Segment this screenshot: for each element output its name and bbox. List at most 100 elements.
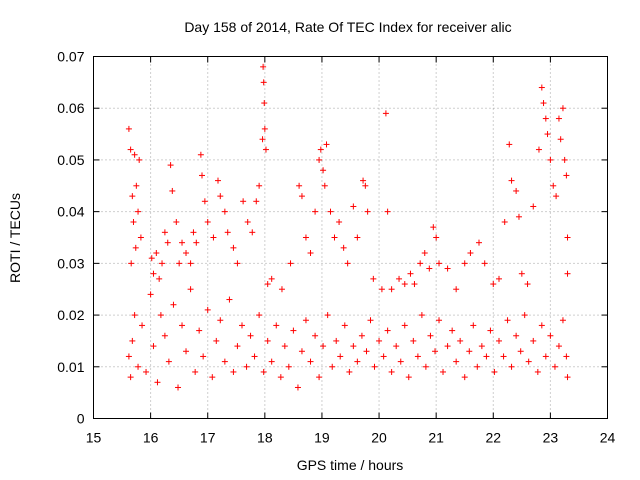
data-point-marker	[139, 322, 146, 329]
x-axis-label: GPS time / hours	[297, 457, 404, 473]
data-point-marker	[344, 260, 351, 267]
data-point-marker	[327, 208, 334, 215]
data-point-marker	[147, 291, 154, 298]
data-point-marker	[540, 100, 547, 107]
data-point-marker	[544, 131, 551, 138]
data-point-marker	[401, 281, 408, 288]
y-tick-label: 0.07	[57, 49, 84, 65]
data-point-marker	[329, 363, 336, 370]
data-point-marker	[397, 358, 404, 365]
data-point-marker	[422, 363, 429, 370]
data-point-marker	[500, 353, 507, 360]
data-point-marker	[476, 239, 482, 246]
data-point-marker	[354, 358, 361, 365]
data-point-marker	[564, 374, 571, 381]
data-point-marker	[490, 281, 497, 288]
data-point-marker	[170, 301, 177, 308]
data-point-marker	[470, 322, 477, 329]
data-point-marker	[521, 312, 528, 319]
data-point-marker	[491, 368, 498, 375]
plot-frame	[93, 56, 608, 419]
data-point-marker	[128, 260, 135, 267]
data-point-marker	[367, 317, 374, 324]
y-tick-label: 0	[77, 411, 85, 427]
data-point-marker	[161, 332, 168, 339]
data-point-marker	[426, 265, 433, 272]
grid-lines	[93, 56, 608, 419]
data-point-marker	[410, 337, 417, 344]
data-point-marker	[331, 234, 338, 241]
data-point-marker	[173, 218, 180, 225]
data-point-marker	[135, 208, 142, 215]
y-axis-label: ROTI / TECUs	[7, 193, 23, 283]
data-point-marker	[427, 332, 434, 339]
data-point-marker	[508, 177, 515, 184]
data-point-marker	[430, 224, 437, 231]
data-point-marker	[143, 368, 150, 375]
data-point-marker	[153, 250, 160, 257]
data-point-marker	[161, 229, 168, 236]
x-tick-label: 15	[86, 430, 102, 446]
data-point-marker	[547, 332, 554, 339]
data-point-marker	[261, 125, 268, 132]
data-point-marker	[530, 337, 537, 344]
data-point-marker	[384, 208, 391, 215]
data-point-marker	[341, 322, 348, 329]
data-point-marker	[538, 322, 545, 329]
data-point-marker	[127, 374, 134, 381]
data-point-marker	[553, 193, 560, 200]
data-point-marker	[444, 343, 451, 350]
data-point-marker	[260, 79, 267, 86]
data-point-marker	[200, 353, 207, 360]
data-point-marker	[273, 322, 280, 329]
data-point-marker	[210, 234, 217, 241]
data-point-marker	[244, 218, 251, 225]
data-point-marker	[495, 275, 502, 282]
data-point-marker	[187, 260, 194, 267]
data-point-marker	[197, 151, 204, 158]
data-point-marker	[564, 234, 571, 241]
data-point-marker	[179, 239, 186, 246]
data-point-marker	[378, 286, 385, 293]
data-point-marker	[312, 332, 319, 339]
data-point-marker	[466, 348, 473, 355]
data-point-marker	[467, 250, 474, 257]
data-point-marker	[125, 125, 132, 132]
x-tick-label: 23	[543, 430, 559, 446]
data-point-marker	[298, 348, 305, 355]
data-point-marker	[176, 260, 183, 267]
data-point-marker	[260, 368, 267, 375]
data-point-marker	[132, 244, 139, 251]
data-point-marker	[525, 358, 532, 365]
data-point-marker	[129, 193, 136, 200]
data-point-marker	[164, 239, 171, 246]
data-point-marker	[302, 234, 309, 241]
data-point-marker	[388, 368, 395, 375]
data-point-marker	[340, 244, 347, 251]
data-point-marker	[384, 327, 391, 334]
data-point-marker	[436, 317, 443, 324]
data-point-marker	[127, 146, 134, 153]
data-point-marker	[417, 260, 424, 267]
data-point-marker	[433, 234, 440, 241]
data-point-marker	[354, 234, 361, 241]
data-point-marker	[557, 136, 564, 143]
data-point-marker	[159, 260, 166, 267]
data-point-marker	[364, 208, 371, 215]
data-point-marker	[432, 348, 439, 355]
data-point-marker	[199, 172, 206, 179]
data-point-marker	[302, 317, 309, 324]
data-point-marker	[238, 322, 245, 329]
data-point-marker	[136, 156, 143, 163]
data-point-marker	[320, 167, 327, 174]
data-point-marker	[487, 327, 494, 334]
y-tick-label: 0.01	[57, 359, 84, 375]
data-point-marker	[555, 343, 562, 350]
data-point-marker	[193, 239, 200, 246]
data-point-marker	[418, 312, 425, 319]
data-point-marker	[350, 203, 357, 210]
data-point-marker	[281, 343, 288, 350]
data-point-marker	[550, 182, 557, 189]
data-point-marker	[524, 281, 531, 288]
data-point-marker	[515, 213, 522, 220]
